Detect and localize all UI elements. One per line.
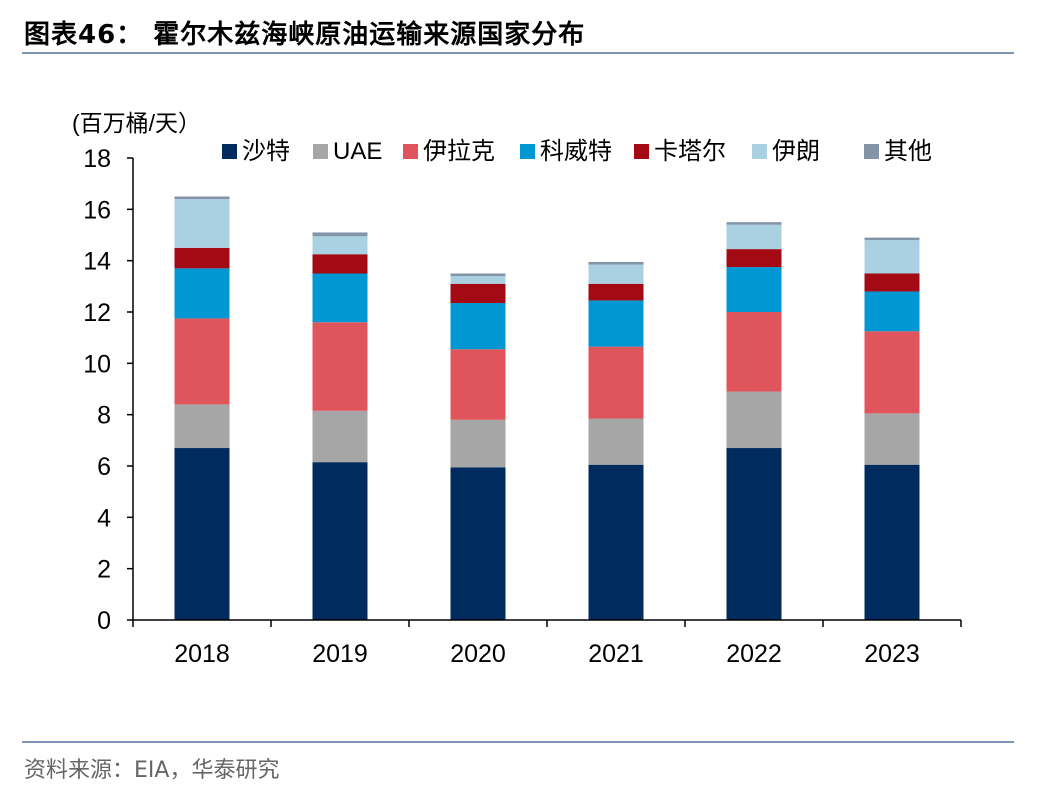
y-tick-label: 14 <box>83 248 111 276</box>
bar-segment-2021-2 <box>588 346 644 419</box>
bar-segment-2022-0 <box>726 448 782 620</box>
y-tick-label: 0 <box>97 607 111 635</box>
x-tick-label: 2021 <box>588 640 644 668</box>
figure-title: 图表46： 霍尔木兹海峡原油运输来源国家分布 <box>24 20 586 50</box>
legend-label: 沙特 <box>242 138 290 165</box>
bar-segment-2023-5 <box>864 240 920 274</box>
bar-segment-2023-0 <box>864 464 920 620</box>
bar-segment-2021-4 <box>588 283 644 301</box>
bar-segment-2018-0 <box>174 448 230 620</box>
y-tick-label: 12 <box>83 299 111 327</box>
x-tick-label: 2022 <box>726 640 782 668</box>
bar-segment-2021-5 <box>588 264 644 284</box>
legend-swatch-6 <box>864 144 879 159</box>
title-divider <box>22 52 1014 54</box>
y-tick-label: 18 <box>83 145 111 173</box>
legend-label: 伊朗 <box>772 138 820 165</box>
bar-segment-2023-4 <box>864 273 920 292</box>
y-axis-unit-label: (百万桶/天） <box>72 110 201 136</box>
y-tick-label: 2 <box>97 556 111 584</box>
bar-segment-2019-0 <box>312 462 368 620</box>
legend-swatch-2 <box>403 144 418 159</box>
chart-legend: 沙特 UAE 伊拉克 科威特 卡塔尔 伊朗 其他 <box>222 138 932 165</box>
bar-segment-2021-6 <box>588 261 644 265</box>
bar-segment-2020-4 <box>450 283 506 304</box>
x-tick-label: 2023 <box>864 640 920 668</box>
legend-label: 科威特 <box>540 138 612 165</box>
legend-label: UAE <box>333 138 382 165</box>
legend-swatch-3 <box>520 144 535 159</box>
legend-label: 其他 <box>884 138 932 165</box>
bar-segment-2018-2 <box>174 318 230 405</box>
bar-segment-2019-2 <box>312 322 368 411</box>
y-tick-label: 16 <box>83 196 111 224</box>
bar-segment-2023-3 <box>864 291 920 332</box>
bar-segment-2019-4 <box>312 254 368 274</box>
bar-segment-2021-1 <box>588 418 644 465</box>
bar-segment-2018-4 <box>174 247 230 269</box>
bar-segment-2022-5 <box>726 224 782 250</box>
bar-segment-2022-3 <box>726 267 782 312</box>
bar-segment-2022-2 <box>726 312 782 392</box>
bar-segment-2020-6 <box>450 273 506 277</box>
bar-segment-2020-3 <box>450 303 506 350</box>
bar-segment-2021-3 <box>588 300 644 347</box>
y-tick-label: 8 <box>97 402 111 430</box>
legend-swatch-1 <box>313 144 328 159</box>
bar-segment-2020-0 <box>450 467 506 620</box>
y-tick-label: 4 <box>97 504 111 532</box>
bar-segment-2019-5 <box>312 236 368 255</box>
legend-swatch-4 <box>634 144 649 159</box>
legend-swatch-5 <box>752 144 767 159</box>
legend-label: 伊拉克 <box>423 138 495 165</box>
bar-segment-2018-5 <box>174 199 230 248</box>
bar-segment-2020-5 <box>450 276 506 284</box>
chart-axes: 0 2 4 6 8 10 12 14 16 18 2018 2019 2020 2021 2022 2023 <box>83 145 962 668</box>
bar-segment-2022-6 <box>726 222 782 225</box>
bar-segment-2020-1 <box>450 419 506 468</box>
bar-segment-2018-3 <box>174 268 230 319</box>
source-note: 资料来源：EIA，华泰研究 <box>24 758 280 783</box>
x-tick-label: 2020 <box>450 640 506 668</box>
x-tick-label: 2018 <box>174 640 230 668</box>
bar-stacks <box>174 196 920 620</box>
bar-segment-2023-6 <box>864 237 920 241</box>
bar-segment-2023-1 <box>864 413 920 465</box>
bar-segment-2020-2 <box>450 349 506 420</box>
bar-segment-2019-3 <box>312 273 368 323</box>
x-tick-label: 2019 <box>312 640 368 668</box>
bar-segment-2023-2 <box>864 331 920 414</box>
y-tick-label: 6 <box>97 453 111 481</box>
bar-segment-2018-6 <box>174 196 230 200</box>
source-divider <box>22 741 1014 743</box>
bar-segment-2019-6 <box>312 232 368 237</box>
bar-segment-2022-4 <box>726 249 782 268</box>
bar-segment-2019-1 <box>312 410 368 463</box>
bar-segment-2018-1 <box>174 404 230 449</box>
stacked-bar-chart: (百万桶/天） 沙特 UAE 伊拉克 科威特 卡塔尔 伊朗 其他 0 2 4 6 8 10 12 14 16… <box>72 110 962 668</box>
bar-segment-2022-1 <box>726 391 782 449</box>
legend-swatch-0 <box>222 144 237 159</box>
legend-label: 卡塔尔 <box>654 138 726 165</box>
bar-segment-2021-0 <box>588 464 644 620</box>
y-tick-label: 10 <box>83 350 111 378</box>
